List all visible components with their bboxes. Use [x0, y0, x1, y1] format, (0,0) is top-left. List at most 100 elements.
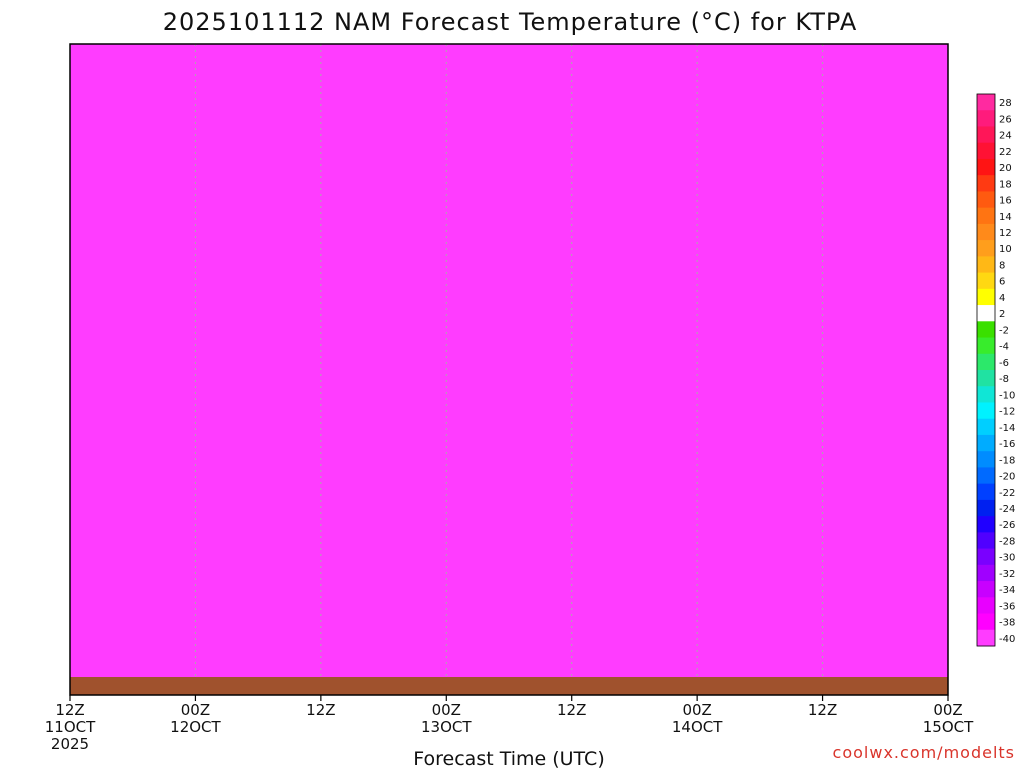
field-cell — [910, 124, 917, 130]
field-cell — [382, 209, 389, 215]
field-cell — [778, 54, 785, 60]
field-cell — [328, 169, 335, 175]
field-cell — [88, 109, 95, 115]
field-cell — [148, 49, 155, 55]
field-cell — [394, 89, 401, 95]
field-cell — [826, 164, 833, 170]
field-cell — [208, 44, 215, 50]
field-cell — [670, 184, 677, 190]
field-cell — [70, 194, 77, 200]
field-cell — [388, 204, 395, 210]
field-cell — [664, 144, 671, 150]
field-cell — [766, 134, 773, 140]
field-cell — [538, 174, 545, 180]
field-cell — [796, 169, 803, 175]
field-cell — [652, 74, 659, 80]
field-cell — [904, 159, 911, 165]
field-cell — [526, 99, 533, 105]
field-cell — [274, 179, 281, 185]
field-cell — [232, 74, 239, 80]
field-cell — [364, 189, 371, 195]
field-cell — [826, 209, 833, 215]
field-cell — [154, 169, 161, 175]
field-cell — [934, 209, 941, 215]
field-cell — [868, 149, 875, 155]
field-cell — [328, 134, 335, 140]
field-cell — [346, 204, 353, 210]
field-cell — [748, 199, 755, 205]
field-cell — [778, 59, 785, 65]
field-cell — [604, 199, 611, 205]
field-cell — [100, 194, 107, 200]
field-cell — [562, 44, 569, 50]
field-cell — [130, 64, 137, 70]
field-cell — [652, 159, 659, 165]
field-cell — [298, 64, 305, 70]
field-cell — [346, 79, 353, 85]
field-cell — [178, 69, 185, 75]
field-cell — [424, 99, 431, 105]
field-cell — [376, 109, 383, 115]
field-cell — [352, 204, 359, 210]
field-cell — [400, 119, 407, 125]
field-cell — [124, 74, 131, 80]
field-cell — [742, 94, 749, 100]
field-cell — [790, 59, 797, 65]
field-cell — [850, 144, 857, 150]
field-cell — [256, 59, 263, 65]
field-cell — [682, 104, 689, 110]
field-cell — [766, 104, 773, 110]
field-cell — [748, 94, 755, 100]
field-cell — [454, 159, 461, 165]
field-cell — [754, 94, 761, 100]
field-cell — [388, 79, 395, 85]
field-cell — [106, 184, 113, 190]
field-cell — [676, 64, 683, 70]
field-cell — [772, 84, 779, 90]
field-cell — [76, 49, 83, 55]
field-cell — [226, 74, 233, 80]
field-cell — [838, 194, 845, 200]
field-cell — [388, 189, 395, 195]
field-cell — [214, 129, 221, 135]
field-cell — [382, 174, 389, 180]
field-cell — [142, 124, 149, 130]
field-cell — [766, 84, 773, 90]
field-cell — [676, 139, 683, 145]
field-cell — [532, 114, 539, 120]
field-cell — [712, 119, 719, 125]
field-cell — [316, 104, 323, 110]
field-cell — [256, 194, 263, 200]
field-cell — [196, 164, 203, 170]
field-cell — [220, 124, 227, 130]
field-cell — [256, 174, 263, 180]
field-cell — [934, 69, 941, 75]
field-cell — [442, 49, 449, 55]
field-cell — [922, 54, 929, 60]
field-cell — [586, 169, 593, 175]
field-cell — [646, 44, 653, 50]
field-cell — [640, 89, 647, 95]
field-cell — [640, 204, 647, 210]
field-cell — [208, 119, 215, 125]
field-cell — [268, 99, 275, 105]
field-cell — [478, 159, 485, 165]
field-cell — [424, 184, 431, 190]
field-cell — [850, 54, 857, 60]
field-cell — [940, 179, 947, 185]
field-cell — [112, 64, 119, 70]
field-cell — [334, 194, 341, 200]
field-cell — [238, 189, 245, 195]
field-cell — [802, 199, 809, 205]
field-cell — [760, 59, 767, 65]
field-cell — [280, 134, 287, 140]
field-cell — [406, 94, 413, 100]
field-cell — [310, 179, 317, 185]
field-cell — [784, 169, 791, 175]
field-cell — [442, 119, 449, 125]
field-cell — [778, 174, 785, 180]
field-cell — [610, 179, 617, 185]
field-cell — [130, 149, 137, 155]
field-cell — [562, 149, 569, 155]
field-cell — [370, 194, 377, 200]
